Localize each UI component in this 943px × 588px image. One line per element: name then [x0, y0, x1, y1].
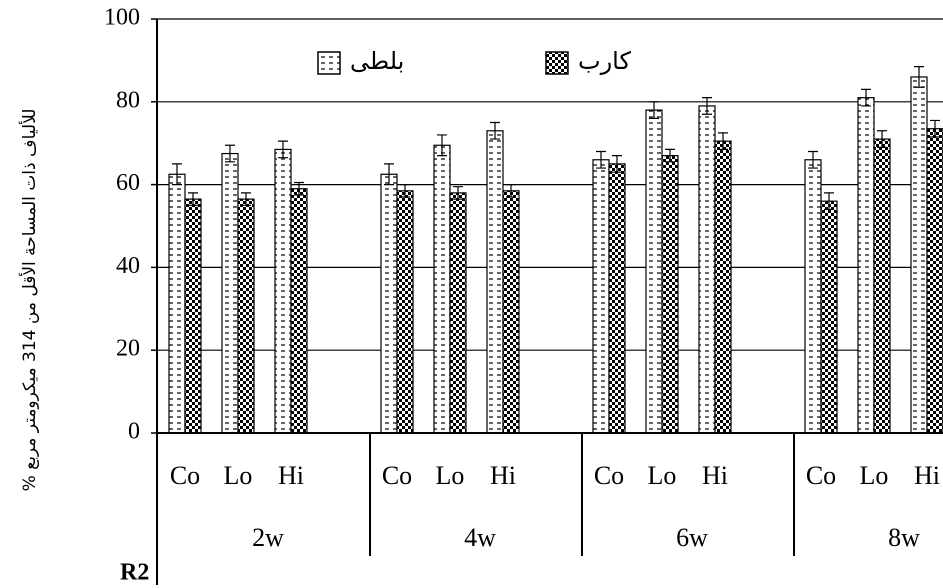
error-bar [278, 140, 288, 159]
bar [608, 163, 626, 434]
x-tick-label: Lo [436, 461, 465, 490]
bar [486, 130, 504, 434]
y-tick-label: 20 [116, 336, 140, 362]
error-bar [596, 150, 606, 169]
x-tick-label: Lo [648, 461, 677, 490]
y-tick-label: 0 [128, 419, 140, 445]
error-bar [665, 148, 675, 163]
x-tick-label: Co [806, 461, 836, 490]
bar [910, 76, 928, 434]
bar [873, 138, 891, 434]
bar [661, 155, 679, 434]
error-bar [437, 134, 447, 157]
group-label: 8w [888, 523, 920, 552]
error-bar [400, 184, 410, 198]
error-bar [241, 192, 251, 206]
x-tick-label: Hi [490, 461, 516, 490]
bar [645, 109, 663, 434]
error-bar [718, 132, 728, 151]
error-bar [930, 119, 940, 138]
bar [698, 105, 716, 434]
bar [184, 198, 202, 434]
bar [237, 198, 255, 434]
error-bar [453, 186, 463, 200]
bar [380, 173, 398, 434]
bar [274, 148, 292, 434]
x-tick-label: Co [170, 461, 200, 490]
x-tick-label: Co [594, 461, 624, 490]
legend-label: بلطى [350, 47, 404, 75]
y-axis-label: % للألياف ذات المساحة الأقل من 314 ميكرو… [19, 109, 40, 492]
error-bar [702, 97, 712, 115]
error-bar [808, 150, 818, 169]
error-bar [294, 181, 304, 196]
bar [290, 188, 308, 434]
bar [926, 128, 943, 434]
x-tick-label: Lo [224, 461, 253, 490]
error-bar [612, 155, 622, 173]
x-tick-label: Co [382, 461, 412, 490]
error-bar [824, 192, 834, 211]
error-bar [225, 144, 235, 163]
bar [857, 97, 875, 434]
legend-label: كارب [578, 47, 631, 75]
y-tick-label: 80 [116, 87, 140, 113]
group-label: 2w [252, 523, 284, 552]
bar [804, 159, 822, 434]
x-tick-label: Hi [278, 461, 304, 490]
bar [714, 140, 732, 434]
legend-swatch [317, 51, 341, 75]
error-bar [172, 163, 182, 186]
error-bar [861, 88, 871, 107]
bar [396, 190, 414, 434]
bar [221, 152, 239, 434]
bar [449, 192, 467, 434]
group-label: 6w [676, 523, 708, 552]
legend-swatch [545, 51, 569, 75]
y-tick-label: 60 [116, 170, 140, 196]
error-bar [188, 192, 198, 206]
error-bar [490, 121, 500, 140]
bar [168, 173, 186, 434]
group-label: 4w [464, 523, 496, 552]
bar [592, 159, 610, 434]
error-bar [914, 66, 924, 88]
error-bar [506, 184, 516, 198]
y-tick-label: 100 [104, 5, 140, 31]
error-bar [384, 163, 394, 186]
error-bar [649, 101, 659, 119]
bar [820, 200, 838, 434]
bar [502, 190, 520, 434]
bar [433, 144, 451, 434]
x-tick-label: Hi [914, 461, 940, 490]
y-tick-label: 40 [116, 253, 140, 279]
error-bar [877, 130, 887, 148]
x-tick-label: Lo [860, 461, 889, 490]
footnote: R2 [120, 560, 149, 586]
x-tick-label: Hi [702, 461, 728, 490]
